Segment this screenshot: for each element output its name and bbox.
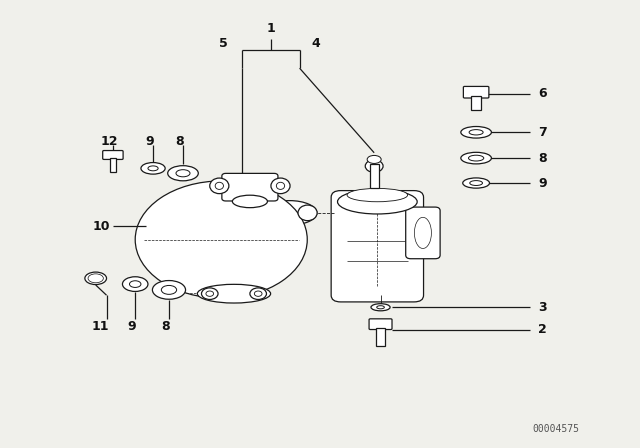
- Ellipse shape: [129, 281, 141, 288]
- Text: 9: 9: [145, 135, 154, 148]
- Bar: [370, 164, 379, 188]
- FancyBboxPatch shape: [331, 190, 424, 302]
- Text: 1: 1: [266, 22, 275, 35]
- FancyBboxPatch shape: [102, 151, 123, 159]
- Text: 8: 8: [538, 151, 547, 164]
- Text: 7: 7: [538, 126, 547, 139]
- Text: 8: 8: [175, 135, 184, 148]
- FancyBboxPatch shape: [406, 207, 440, 259]
- Ellipse shape: [371, 304, 390, 311]
- FancyBboxPatch shape: [463, 86, 489, 98]
- Ellipse shape: [271, 178, 290, 194]
- Ellipse shape: [152, 280, 186, 299]
- Ellipse shape: [122, 277, 148, 292]
- Text: 9: 9: [538, 177, 547, 190]
- Text: 3: 3: [538, 301, 547, 314]
- Ellipse shape: [461, 152, 492, 164]
- Ellipse shape: [377, 306, 385, 309]
- Ellipse shape: [202, 288, 218, 299]
- Text: 4: 4: [311, 37, 320, 50]
- Ellipse shape: [161, 285, 177, 294]
- Text: 00004575: 00004575: [532, 424, 579, 434]
- Ellipse shape: [347, 188, 408, 202]
- Ellipse shape: [92, 276, 100, 280]
- Ellipse shape: [469, 129, 483, 135]
- Ellipse shape: [470, 181, 483, 185]
- Text: 10: 10: [92, 220, 109, 233]
- Ellipse shape: [276, 182, 285, 190]
- FancyBboxPatch shape: [369, 319, 392, 330]
- Ellipse shape: [197, 284, 271, 303]
- Ellipse shape: [461, 126, 492, 138]
- Ellipse shape: [148, 166, 158, 171]
- Ellipse shape: [254, 291, 262, 296]
- Ellipse shape: [141, 163, 165, 174]
- Bar: [376, 328, 385, 346]
- Text: 6: 6: [538, 87, 547, 100]
- Ellipse shape: [232, 195, 268, 208]
- Ellipse shape: [250, 288, 266, 299]
- Text: 2: 2: [538, 323, 547, 336]
- Bar: [471, 96, 481, 111]
- Text: 5: 5: [220, 37, 228, 50]
- Ellipse shape: [135, 181, 307, 298]
- Ellipse shape: [463, 178, 490, 188]
- Ellipse shape: [365, 160, 383, 172]
- Ellipse shape: [210, 178, 229, 194]
- Ellipse shape: [367, 155, 381, 164]
- Text: 11: 11: [92, 320, 109, 333]
- Bar: [109, 158, 116, 172]
- FancyBboxPatch shape: [222, 173, 278, 201]
- Ellipse shape: [255, 202, 280, 224]
- Ellipse shape: [206, 291, 214, 296]
- Ellipse shape: [176, 170, 190, 177]
- Ellipse shape: [298, 205, 317, 221]
- Text: 8: 8: [161, 320, 170, 333]
- Ellipse shape: [468, 155, 484, 161]
- Ellipse shape: [262, 201, 317, 225]
- Ellipse shape: [337, 190, 417, 214]
- Ellipse shape: [168, 166, 198, 181]
- Ellipse shape: [88, 274, 103, 283]
- Ellipse shape: [85, 272, 106, 284]
- Text: 9: 9: [128, 320, 136, 333]
- Text: 12: 12: [101, 135, 118, 148]
- Ellipse shape: [215, 182, 223, 190]
